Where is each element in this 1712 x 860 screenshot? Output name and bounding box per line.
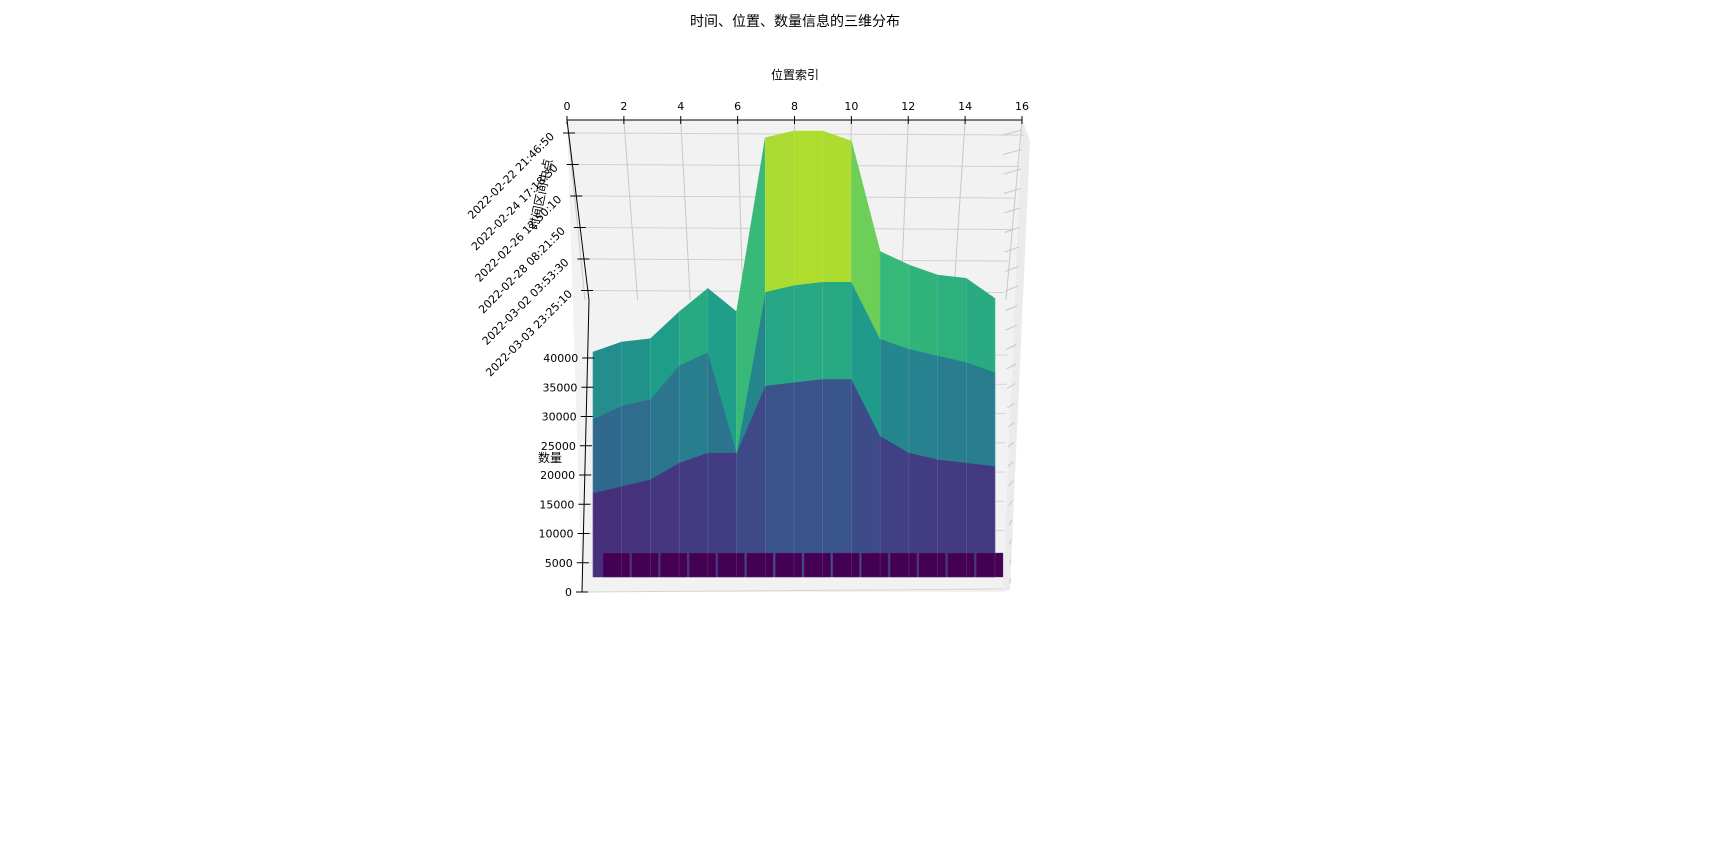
z-tick-label: 10000 — [539, 528, 574, 541]
surface-base-facet — [947, 552, 975, 578]
side-grid-line — [1004, 227, 1020, 233]
surface-facet — [965, 361, 996, 467]
side-grid-line — [1003, 188, 1021, 194]
z-tick-label: 20000 — [540, 469, 575, 482]
x-tick-label: 14 — [958, 100, 972, 113]
x-tick-label: 2 — [620, 100, 627, 113]
surface-facet — [678, 351, 709, 464]
side-pane-fill — [1003, 120, 1030, 592]
surface-base-facet — [602, 552, 630, 578]
surface-facet — [879, 251, 910, 350]
x-tick-label: 4 — [677, 100, 684, 113]
surface-facet — [793, 378, 824, 578]
x-tick-label: 16 — [1015, 100, 1029, 113]
surface-base-facet — [717, 552, 745, 578]
x-tick-label: 0 — [564, 100, 571, 113]
surface-facet — [621, 338, 651, 407]
side-grid-line — [1005, 285, 1019, 292]
side-grid-line — [1007, 461, 1014, 467]
side-grid-line — [1005, 324, 1018, 331]
side-grid-line — [1006, 344, 1017, 350]
surface-facet — [764, 381, 795, 578]
surface-facet — [879, 338, 910, 454]
side-grid-line — [1004, 246, 1020, 253]
surface-facet — [937, 274, 967, 363]
side-grid-line — [1003, 149, 1022, 155]
surface-base-facet — [889, 552, 918, 578]
side-grid-line — [1008, 539, 1012, 545]
z-tick-label: 30000 — [542, 411, 577, 424]
chart-title: 时间、位置、数量信息的三维分布 — [690, 13, 900, 30]
surface-base-facet — [918, 552, 946, 578]
surface-base-facet — [803, 552, 831, 578]
side-grid-line — [1009, 558, 1012, 565]
side-grid-line — [1008, 480, 1014, 487]
surface-facet — [793, 130, 824, 286]
x-tick-label: 6 — [734, 100, 741, 113]
side-grid-line — [1002, 129, 1023, 136]
x-tick-label: 10 — [844, 100, 858, 113]
x-grid-line — [566, 119, 586, 301]
surface-facet — [822, 281, 852, 380]
z-tick-label: 0 — [565, 586, 572, 599]
z-tick-label: 40000 — [543, 352, 578, 365]
surface-facet — [822, 130, 852, 283]
side-grid-line — [1004, 207, 1021, 214]
x-tick-label: 8 — [791, 100, 798, 113]
surface-facet — [592, 405, 623, 494]
surface-base-facet — [631, 552, 659, 578]
z-tick-label: 35000 — [542, 381, 577, 394]
z-tick-label: 25000 — [541, 440, 576, 453]
side-grid-line — [1004, 266, 1019, 272]
z-tick-label: 15000 — [539, 498, 574, 511]
side-grid-line — [1006, 383, 1016, 389]
z-axis-label: 数量 — [538, 450, 562, 465]
x-grid-line — [680, 119, 691, 301]
surface-base-facet — [660, 552, 688, 578]
surface-facet — [621, 398, 651, 487]
y-axis-line — [566, 119, 590, 301]
x-grid-line — [737, 119, 744, 301]
surface-facet — [793, 281, 824, 383]
x-ticks: 0 2 4 6 8 10 12 14 16 — [564, 100, 1029, 124]
surface-base-facet — [832, 552, 860, 578]
side-grid-line — [1007, 422, 1015, 428]
surface-facet — [822, 378, 852, 578]
side-grid-line — [1007, 441, 1015, 448]
side-grid-line — [1006, 363, 1017, 370]
side-grid-line — [1008, 500, 1013, 506]
surface-facet — [965, 277, 996, 373]
surface-base-facet — [976, 552, 1004, 578]
z-tick-label: 5000 — [545, 557, 573, 570]
surface-facet — [764, 284, 795, 386]
surface-facet — [764, 130, 795, 293]
x-tick-label: 12 — [901, 100, 915, 113]
x-grid-line — [623, 119, 639, 301]
side-grid-line — [1009, 578, 1011, 584]
x-grid-line — [952, 119, 966, 301]
surface-base-facet — [746, 552, 774, 578]
surface-facet — [908, 348, 938, 460]
surface-facet — [592, 341, 623, 420]
z-grid-line — [586, 588, 1004, 593]
side-grid-line — [1008, 519, 1013, 526]
surface-facet — [908, 264, 938, 356]
surface-base-facet — [688, 552, 717, 578]
surface-base-facet — [861, 552, 889, 578]
surface-base-facet — [775, 552, 803, 578]
side-grid-line — [1006, 402, 1016, 409]
x-axis-label: 位置索引 — [771, 67, 819, 82]
side-grid-line — [1003, 168, 1022, 175]
z-ticks: 0 5000 10000 15000 20000 25000 30000 35000 40000 — [539, 352, 595, 599]
side-grid-line — [1005, 305, 1018, 311]
surface — [592, 130, 1004, 578]
surface-facet — [937, 355, 967, 463]
